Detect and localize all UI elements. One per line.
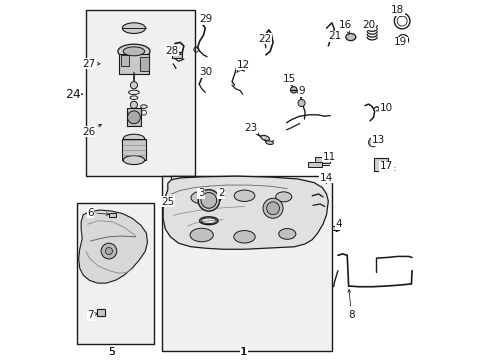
Text: 19: 19 (393, 37, 407, 48)
Text: 4: 4 (335, 219, 342, 229)
Bar (172, 52, 182, 58)
Text: 14: 14 (319, 172, 332, 183)
Bar (308, 162, 321, 167)
Ellipse shape (118, 44, 150, 58)
Text: 22: 22 (258, 34, 271, 44)
Circle shape (201, 193, 216, 208)
Circle shape (101, 243, 117, 259)
Ellipse shape (123, 47, 144, 56)
Circle shape (130, 82, 137, 89)
Bar (77, 203, 153, 344)
Bar (314, 157, 329, 163)
Text: 27: 27 (82, 59, 100, 69)
Bar (331, 226, 338, 230)
Text: 15: 15 (282, 74, 295, 87)
Ellipse shape (122, 23, 145, 33)
Ellipse shape (191, 191, 212, 204)
Text: 8: 8 (347, 289, 354, 320)
Text: 13: 13 (371, 135, 384, 145)
Text: 16: 16 (338, 19, 351, 34)
Circle shape (266, 202, 279, 215)
Ellipse shape (190, 228, 213, 242)
Bar (373, 158, 387, 171)
Text: 2: 2 (218, 188, 224, 198)
Circle shape (368, 138, 376, 147)
Ellipse shape (261, 135, 269, 141)
Text: 6: 6 (87, 207, 109, 217)
Text: 28: 28 (164, 46, 181, 55)
Text: 11: 11 (322, 152, 335, 162)
Ellipse shape (234, 190, 254, 202)
Text: 9: 9 (298, 86, 304, 98)
Text: 29: 29 (199, 14, 212, 25)
Text: 26: 26 (82, 125, 102, 136)
Text: 25: 25 (161, 197, 174, 207)
Ellipse shape (123, 134, 144, 143)
Circle shape (198, 190, 219, 211)
Polygon shape (195, 192, 204, 202)
Ellipse shape (233, 230, 255, 243)
Bar (85, 10, 194, 176)
Text: 21: 21 (327, 31, 340, 41)
Ellipse shape (278, 229, 295, 239)
Bar (122, 139, 145, 160)
Circle shape (297, 99, 305, 107)
Text: 7: 7 (87, 310, 98, 320)
Polygon shape (79, 210, 147, 283)
Text: 18: 18 (390, 5, 404, 17)
Text: 10: 10 (376, 103, 392, 113)
Bar (162, 176, 331, 351)
Bar (97, 309, 105, 316)
Text: 20: 20 (361, 19, 374, 30)
Text: 5: 5 (108, 347, 115, 357)
Bar (171, 176, 241, 231)
Polygon shape (214, 192, 223, 202)
Bar (109, 212, 116, 217)
Text: 1: 1 (240, 347, 246, 357)
Bar (121, 55, 128, 66)
Bar (126, 108, 141, 126)
Text: 24: 24 (66, 89, 82, 99)
Circle shape (127, 111, 140, 124)
Text: 24: 24 (64, 87, 81, 100)
Text: 12: 12 (236, 60, 249, 73)
Bar (140, 57, 149, 71)
Circle shape (323, 174, 327, 179)
Text: 3: 3 (197, 188, 204, 198)
Ellipse shape (275, 192, 291, 202)
Ellipse shape (123, 156, 144, 165)
Ellipse shape (265, 141, 273, 144)
Polygon shape (163, 176, 327, 249)
Text: 23: 23 (244, 123, 258, 135)
Text: 1: 1 (240, 347, 247, 357)
Circle shape (263, 198, 283, 218)
Circle shape (105, 247, 112, 255)
Ellipse shape (345, 33, 355, 41)
Circle shape (130, 101, 137, 108)
Text: 5: 5 (108, 347, 115, 357)
Circle shape (290, 87, 296, 93)
Text: 30: 30 (199, 67, 212, 77)
Text: 17: 17 (379, 161, 392, 171)
Bar (119, 54, 149, 73)
